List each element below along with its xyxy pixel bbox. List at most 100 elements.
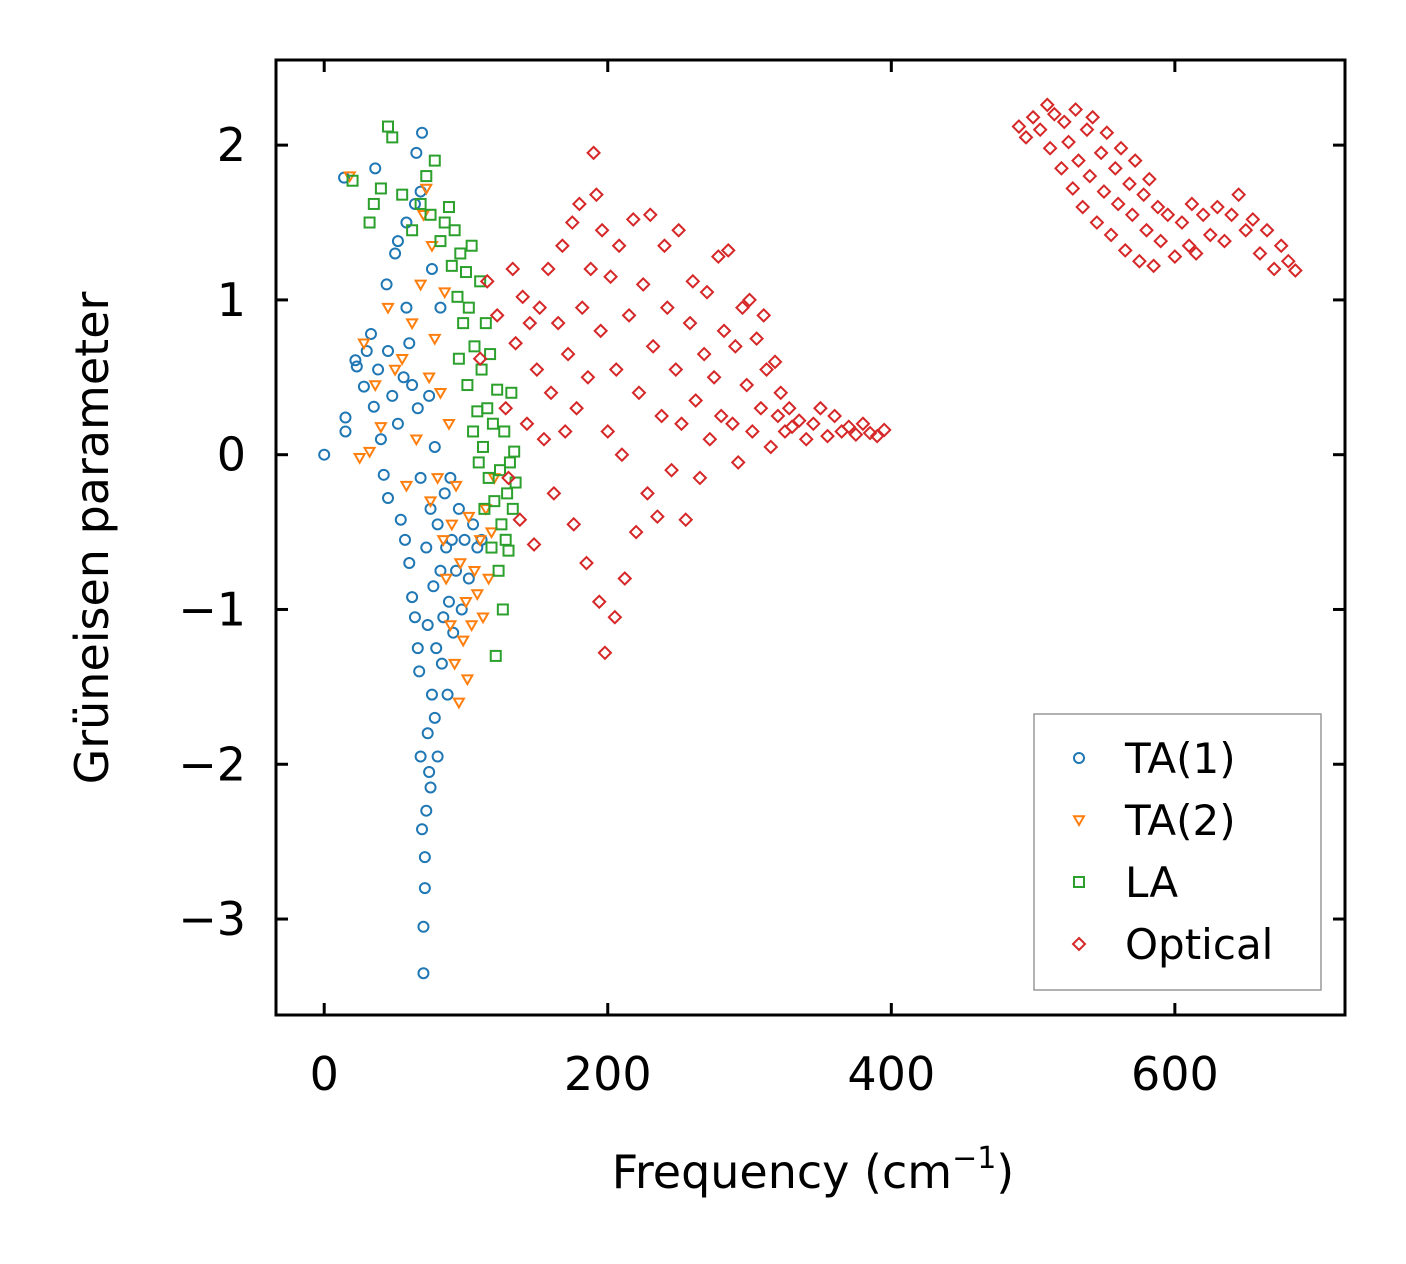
data-point bbox=[492, 564, 505, 577]
data-point bbox=[607, 609, 623, 625]
data-point bbox=[763, 439, 779, 455]
data-point bbox=[1141, 171, 1157, 187]
legend: TA(1) TA(2) LA Optical bbox=[1033, 713, 1322, 991]
data-point bbox=[411, 402, 424, 415]
data-point bbox=[408, 611, 421, 624]
data-point bbox=[399, 480, 414, 493]
data-point bbox=[442, 201, 455, 214]
data-point bbox=[1245, 212, 1261, 227]
data-point bbox=[501, 487, 514, 500]
data-point bbox=[508, 445, 521, 458]
data-point bbox=[591, 594, 607, 610]
data-point bbox=[374, 182, 387, 195]
data-point bbox=[742, 292, 757, 308]
data-point bbox=[1238, 222, 1254, 238]
data-point bbox=[400, 301, 413, 314]
data-point bbox=[1217, 233, 1232, 249]
data-point bbox=[411, 642, 424, 655]
data-point bbox=[1079, 122, 1095, 138]
data-point bbox=[364, 327, 377, 340]
data-point bbox=[468, 340, 481, 353]
data-point bbox=[1224, 207, 1239, 223]
data-point bbox=[441, 688, 454, 701]
data-point bbox=[418, 851, 431, 864]
data-point bbox=[349, 354, 362, 367]
data-point bbox=[417, 920, 430, 933]
data-point bbox=[522, 315, 538, 331]
data-point bbox=[491, 383, 504, 396]
data-point bbox=[465, 239, 478, 252]
data-point bbox=[409, 434, 424, 447]
data-point bbox=[611, 238, 627, 254]
data-point bbox=[659, 300, 675, 316]
data-point bbox=[580, 369, 596, 385]
data-point bbox=[1065, 181, 1081, 196]
data-point bbox=[448, 224, 461, 237]
data-point bbox=[848, 427, 864, 442]
data-point bbox=[479, 504, 493, 516]
data-point bbox=[1259, 222, 1275, 238]
data-point bbox=[424, 502, 437, 515]
data-point bbox=[419, 183, 434, 196]
data-point bbox=[1068, 102, 1084, 117]
data-point bbox=[501, 470, 516, 486]
data-point bbox=[488, 495, 501, 508]
data-point bbox=[459, 596, 473, 609]
y-tick-label: 0 bbox=[217, 428, 246, 482]
data-point bbox=[424, 208, 437, 221]
data-point bbox=[396, 188, 409, 201]
data-point bbox=[482, 471, 495, 484]
data-point bbox=[420, 170, 433, 183]
data-point bbox=[414, 471, 427, 484]
data-point bbox=[635, 277, 651, 292]
data-point bbox=[1056, 114, 1072, 130]
data-point bbox=[428, 154, 441, 167]
data-point bbox=[594, 222, 610, 238]
data-point bbox=[476, 440, 489, 453]
data-point bbox=[1018, 129, 1034, 145]
data-point bbox=[367, 400, 380, 413]
data-point bbox=[467, 566, 482, 578]
data-point bbox=[685, 273, 701, 289]
data-point bbox=[459, 266, 472, 279]
data-point bbox=[360, 344, 373, 357]
data-point bbox=[461, 379, 474, 392]
data-point bbox=[484, 527, 499, 540]
data-point bbox=[526, 537, 542, 552]
data-point bbox=[431, 750, 444, 763]
data-point bbox=[443, 620, 458, 632]
data-point bbox=[403, 557, 416, 570]
data-point bbox=[414, 197, 427, 210]
data-point bbox=[403, 337, 416, 350]
data-point bbox=[725, 416, 740, 432]
data-point bbox=[442, 418, 456, 431]
data-point bbox=[805, 416, 821, 432]
data-point bbox=[1266, 261, 1282, 277]
data-point bbox=[484, 348, 497, 361]
data-point bbox=[571, 196, 587, 212]
data-point bbox=[428, 711, 441, 724]
data-point bbox=[1054, 160, 1069, 176]
data-point bbox=[437, 611, 450, 624]
data-point bbox=[813, 400, 828, 416]
data-point bbox=[557, 424, 573, 439]
data-point bbox=[1202, 227, 1218, 243]
data-point bbox=[423, 389, 436, 402]
data-point bbox=[759, 362, 774, 377]
data-point bbox=[699, 284, 715, 300]
data-point bbox=[1231, 187, 1247, 203]
data-point bbox=[1071, 153, 1086, 169]
data-point bbox=[1025, 109, 1041, 125]
data-markers bbox=[318, 97, 1303, 980]
data-point bbox=[1122, 176, 1137, 192]
data-point bbox=[405, 318, 419, 331]
legend-item: LA bbox=[1073, 858, 1178, 907]
data-point bbox=[423, 765, 436, 778]
data-point bbox=[410, 146, 423, 159]
data-point bbox=[589, 187, 604, 203]
data-point bbox=[420, 804, 433, 817]
data-point bbox=[498, 400, 514, 416]
data-point bbox=[423, 496, 438, 509]
data-point bbox=[1280, 253, 1296, 269]
